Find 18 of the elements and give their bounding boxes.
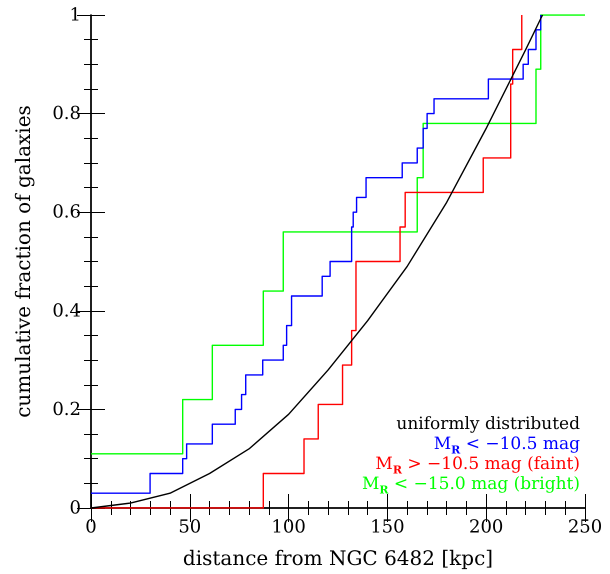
x-tick-label: 200 <box>469 516 504 538</box>
y-tick-label: 0 <box>70 498 81 518</box>
x-tick-label: 150 <box>370 516 405 538</box>
x-tick-label: 100 <box>271 516 306 538</box>
x-tick-label: 0 <box>85 516 97 538</box>
text: M$_{R}$ > −10.5 mag (faint) <box>374 454 580 476</box>
text: M$_{R}$ < −15.0 mag (bright) <box>362 474 580 496</box>
y-tick-label: 0.8 <box>52 103 81 124</box>
text: uniformly distributed <box>395 414 580 434</box>
text: M$_{R}$ < −10.5 mag <box>434 434 580 456</box>
y-tick-label: 1 <box>70 4 81 26</box>
y-tick-label: 0.2 <box>52 398 81 420</box>
y-tick-label: 0.6 <box>52 202 81 223</box>
x-tick-label: 50 <box>178 516 202 538</box>
x-tick-label: 250 <box>568 516 602 538</box>
y-tick-label: 0.4 <box>52 300 81 322</box>
y-axis-title: cumulative fraction of galaxies <box>11 105 35 418</box>
x-axis-title: distance from NGC 6482 [kpc] <box>182 546 494 570</box>
